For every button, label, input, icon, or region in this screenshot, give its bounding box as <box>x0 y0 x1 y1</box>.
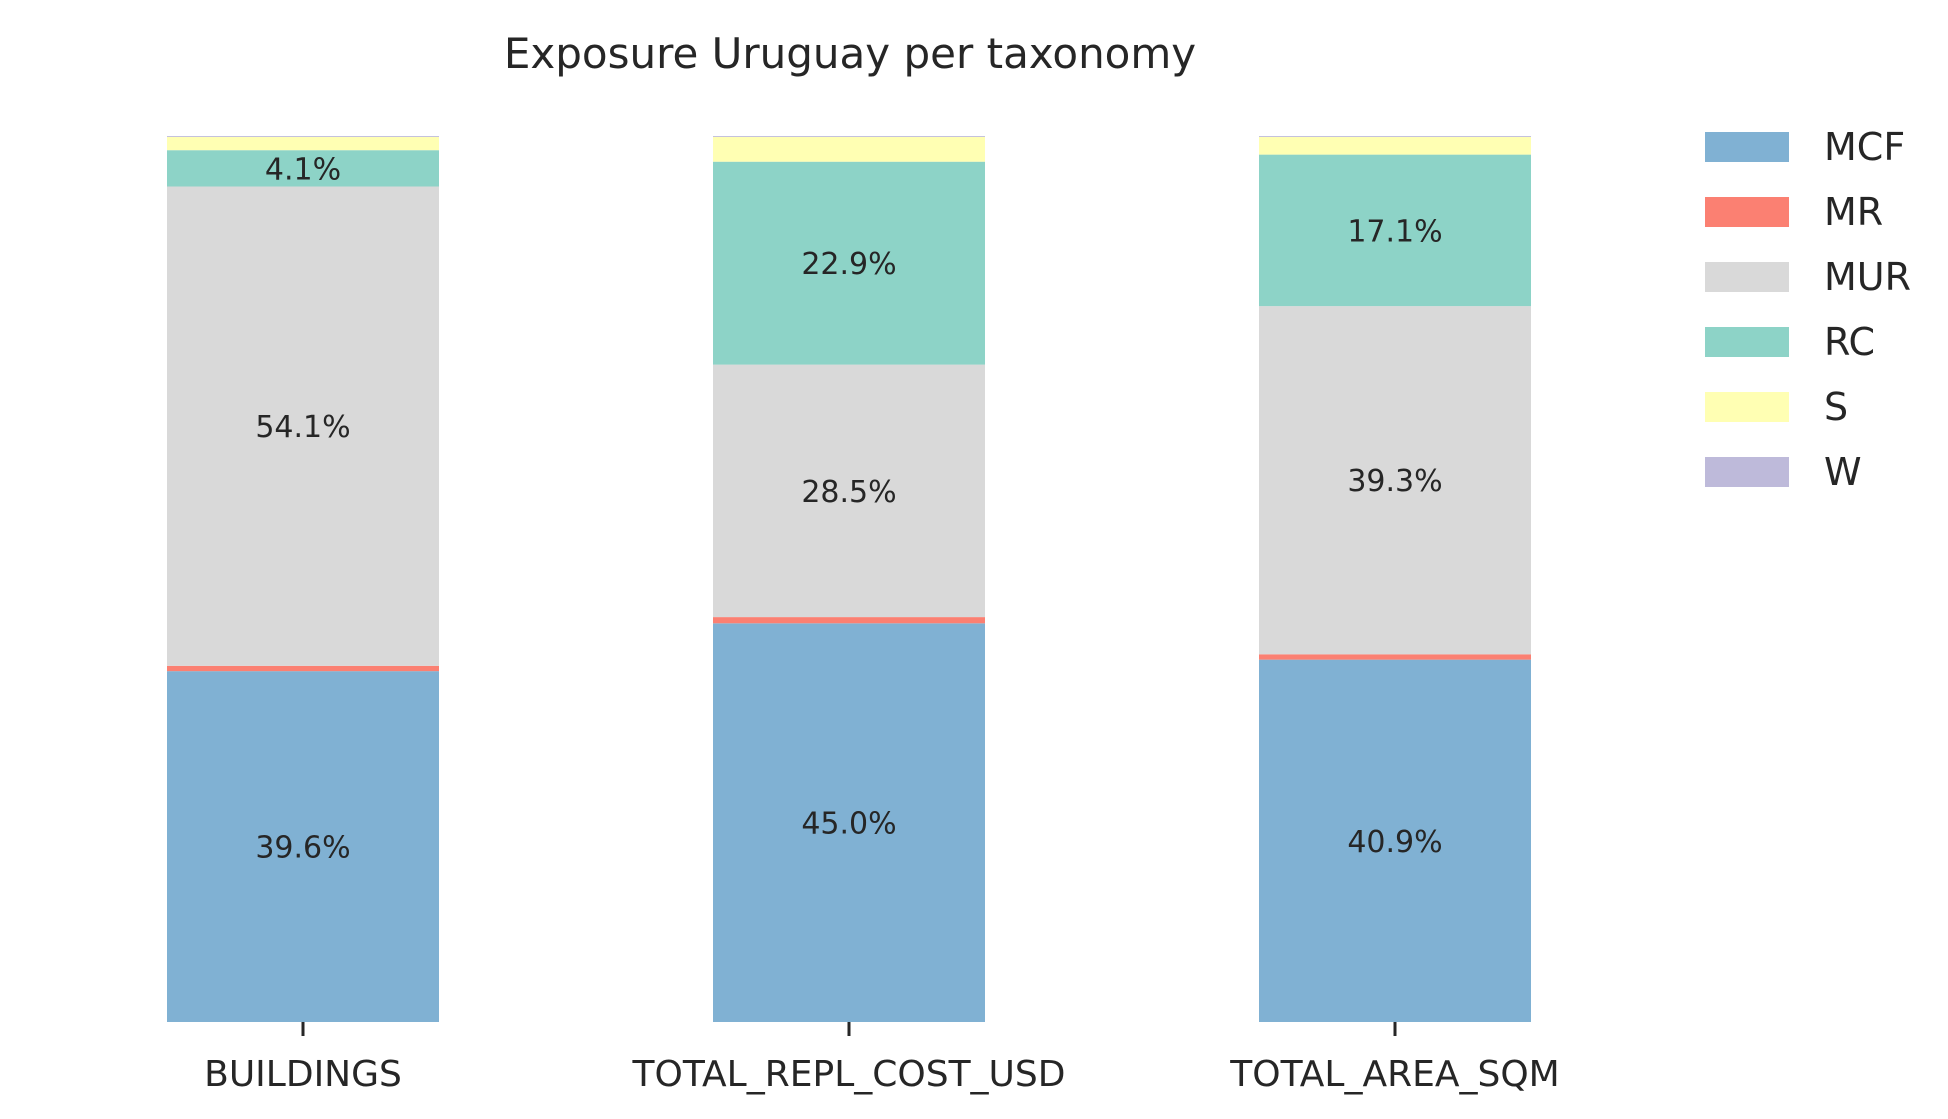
legend-swatch-mur <box>1705 262 1789 292</box>
bar-segment-mur-buildings <box>167 186 439 666</box>
bar-segment-mr-total_area_sqm <box>1259 654 1531 660</box>
x-axis: BUILDINGS TOTAL_REPL_COST_USD TOTAL_AREA_S… <box>204 1022 1560 1095</box>
bar-segment-mcf-total_repl_cost_usd <box>713 623 985 1022</box>
legend: MCF MR MUR RC SW <box>1705 125 1911 494</box>
legend-swatch-mcf <box>1705 132 1789 162</box>
data-label-rc-total_repl_cost_usd: 22.9% <box>801 247 896 282</box>
bar-segment-mr-buildings <box>167 665 439 672</box>
x-tick-label: BUILDINGS <box>204 1054 402 1095</box>
bar-segment-w-buildings <box>167 136 439 137</box>
bar-segment-s-total_repl_cost_usd <box>713 136 985 162</box>
bar-segment-s-buildings <box>167 136 439 151</box>
bar-segment-s-total_area_sqm <box>1259 136 1531 155</box>
legend-swatch-s <box>1705 392 1789 422</box>
data-label-mcf-buildings: 39.6% <box>255 831 350 866</box>
legend-label-mr: MR <box>1824 190 1883 234</box>
legend-label-mcf: MCF <box>1824 125 1905 169</box>
legend-label-s: S <box>1824 385 1848 429</box>
data-label-mur-total_area_sqm: 39.3% <box>1347 464 1442 499</box>
bar-segment-mur-total_area_sqm <box>1259 306 1531 655</box>
bar-segment-mcf-total_area_sqm <box>1259 659 1531 1022</box>
bar-segment-rc-total_area_sqm <box>1259 154 1531 307</box>
legend-label-rc: RC <box>1824 320 1875 364</box>
data-label-mcf-total_repl_cost_usd: 45.0% <box>801 807 896 842</box>
bar-segment-w-total_repl_cost_usd <box>713 136 985 137</box>
bar-segment-mcf-buildings <box>167 671 439 1022</box>
data-labels-group: 39.6% 54.1% 4.1% 45.0% 28.5% 22.9% 40.9% 39.3% 1… <box>255 152 1442 865</box>
data-label-rc-buildings: 4.1% <box>265 152 341 187</box>
legend-swatch-rc <box>1705 327 1789 357</box>
data-label-mcf-total_area_sqm: 40.9% <box>1347 825 1442 860</box>
legend-swatch-mr <box>1705 197 1789 227</box>
legend-label-mur: MUR <box>1824 255 1911 299</box>
legend-swatch-w <box>1705 457 1789 487</box>
chart-title: Exposure Uruguay per taxonomy <box>504 29 1196 78</box>
x-tick-label: TOTAL_AREA_SQM <box>1229 1054 1559 1095</box>
x-tick-label: TOTAL_REPL_COST_USD <box>632 1054 1066 1095</box>
legend-label-w: W <box>1824 450 1862 494</box>
bars-group <box>167 136 1531 1022</box>
bar-segment-rc-total_repl_cost_usd <box>713 161 985 365</box>
bar-segment-w-total_area_sqm <box>1259 136 1531 137</box>
data-label-mur-buildings: 54.1% <box>255 410 350 445</box>
bar-segment-mr-total_repl_cost_usd <box>713 617 985 624</box>
data-label-rc-total_area_sqm: 17.1% <box>1347 214 1442 249</box>
bar-segment-mur-total_repl_cost_usd <box>713 364 985 618</box>
bar-segment-rc-buildings <box>167 150 439 187</box>
data-label-mur-total_repl_cost_usd: 28.5% <box>801 475 896 510</box>
